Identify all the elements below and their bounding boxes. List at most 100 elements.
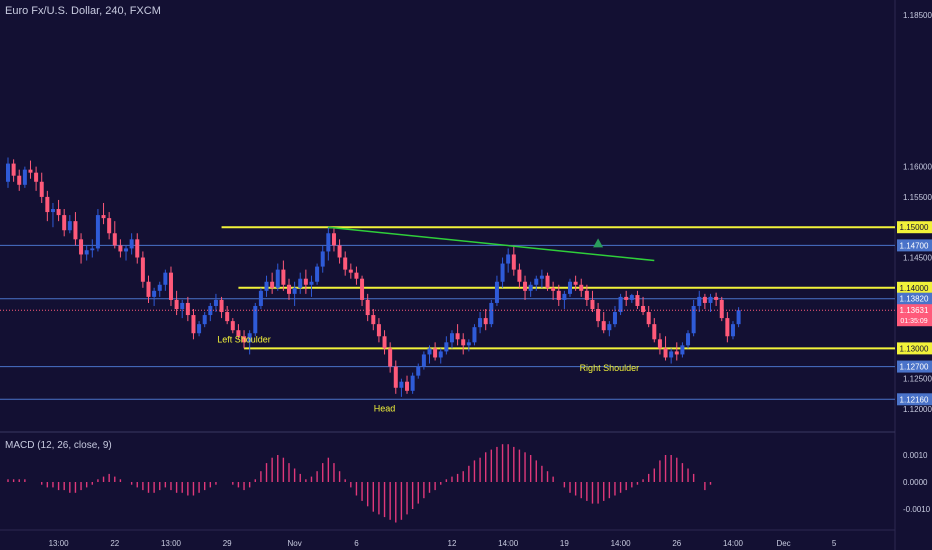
candle-body[interactable] xyxy=(674,351,679,355)
candle-body[interactable] xyxy=(697,296,702,306)
candle-body[interactable] xyxy=(455,333,460,340)
candle-body[interactable] xyxy=(405,381,410,391)
candle-body[interactable] xyxy=(191,315,196,334)
candle-body[interactable] xyxy=(281,269,286,285)
candle-body[interactable] xyxy=(140,257,145,282)
candle-body[interactable] xyxy=(101,215,106,219)
candle-body[interactable] xyxy=(461,339,466,346)
candle-body[interactable] xyxy=(388,348,393,367)
candle-body[interactable] xyxy=(146,281,151,297)
candle-body[interactable] xyxy=(84,250,89,255)
candle-body[interactable] xyxy=(669,351,674,358)
candle-body[interactable] xyxy=(393,366,398,388)
candle-body[interactable] xyxy=(287,284,291,294)
candle-body[interactable] xyxy=(152,290,157,297)
candle-body[interactable] xyxy=(219,299,224,313)
candle-body[interactable] xyxy=(124,248,129,252)
candle-body[interactable] xyxy=(258,290,263,306)
candle-body[interactable] xyxy=(657,339,662,349)
candle-body[interactable] xyxy=(725,318,730,337)
candle-body[interactable] xyxy=(320,251,325,267)
candle-body[interactable] xyxy=(466,342,471,346)
candle-body[interactable] xyxy=(410,375,415,391)
candle-body[interactable] xyxy=(635,295,640,306)
candle-body[interactable] xyxy=(624,296,629,300)
candle-body[interactable] xyxy=(326,233,331,252)
candle-body[interactable] xyxy=(309,281,314,285)
candle-body[interactable] xyxy=(56,209,61,216)
candle-body[interactable] xyxy=(28,169,33,173)
candle-body[interactable] xyxy=(62,215,67,231)
candle-body[interactable] xyxy=(343,257,348,270)
candle-body[interactable] xyxy=(298,278,303,288)
candle-body[interactable] xyxy=(601,321,606,331)
candle-body[interactable] xyxy=(213,299,218,306)
candle-body[interactable] xyxy=(686,333,691,346)
candle-body[interactable] xyxy=(691,305,696,334)
candle-body[interactable] xyxy=(444,342,449,352)
candle-body[interactable] xyxy=(500,263,505,282)
candle-body[interactable] xyxy=(539,275,544,279)
candle-body[interactable] xyxy=(702,296,707,303)
candle-body[interactable] xyxy=(34,172,39,182)
candle-body[interactable] xyxy=(174,299,179,310)
candle-body[interactable] xyxy=(242,336,247,343)
candle-body[interactable] xyxy=(360,278,365,300)
candle-body[interactable] xyxy=(652,324,657,340)
candle-body[interactable] xyxy=(270,281,275,288)
candle-body[interactable] xyxy=(45,196,50,213)
candle-body[interactable] xyxy=(483,318,488,325)
candle-body[interactable] xyxy=(646,312,651,325)
candle-body[interactable] xyxy=(107,218,112,234)
candle-body[interactable] xyxy=(180,302,185,310)
candle-body[interactable] xyxy=(79,239,84,255)
candle-body[interactable] xyxy=(168,272,173,300)
candle-body[interactable] xyxy=(438,351,443,358)
candle-body[interactable] xyxy=(163,272,168,285)
candle-body[interactable] xyxy=(331,233,336,246)
candle-body[interactable] xyxy=(534,278,539,285)
candle-body[interactable] xyxy=(551,287,556,291)
candle-body[interactable] xyxy=(489,302,494,325)
candle-body[interactable] xyxy=(95,215,100,249)
candle-body[interactable] xyxy=(584,290,589,300)
candle-body[interactable] xyxy=(376,324,381,337)
candle-body[interactable] xyxy=(590,299,595,310)
candle-body[interactable] xyxy=(663,348,668,358)
candle-body[interactable] xyxy=(556,290,561,300)
candle-body[interactable] xyxy=(708,296,713,303)
candle-body[interactable] xyxy=(365,299,370,316)
candle-body[interactable] xyxy=(73,221,78,240)
candle-body[interactable] xyxy=(579,284,584,291)
candle-body[interactable] xyxy=(225,312,230,322)
candle-body[interactable] xyxy=(472,327,477,343)
candle-body[interactable] xyxy=(416,366,421,376)
candle-body[interactable] xyxy=(629,295,634,300)
candle-body[interactable] xyxy=(573,281,578,285)
candle-body[interactable] xyxy=(730,324,735,337)
candle-body[interactable] xyxy=(371,315,376,325)
candle-body[interactable] xyxy=(275,269,280,288)
candle-body[interactable] xyxy=(50,209,55,213)
candle-body[interactable] xyxy=(511,254,516,270)
candle-body[interactable] xyxy=(247,333,252,343)
candle-body[interactable] xyxy=(67,221,72,231)
candle-body[interactable] xyxy=(680,345,685,355)
candle-body[interactable] xyxy=(253,305,258,334)
candle-body[interactable] xyxy=(478,318,483,328)
candle-body[interactable] xyxy=(618,296,623,313)
candle-body[interactable] xyxy=(433,348,438,358)
up-arrow-icon[interactable] xyxy=(593,238,604,248)
candle-body[interactable] xyxy=(736,310,741,325)
candle-body[interactable] xyxy=(421,354,426,367)
candle-body[interactable] xyxy=(607,324,612,331)
candle-body[interactable] xyxy=(303,278,308,285)
candle-body[interactable] xyxy=(719,299,724,319)
candle-body[interactable] xyxy=(315,266,320,282)
candle-body[interactable] xyxy=(562,293,567,300)
trend-line[interactable] xyxy=(328,226,655,262)
candle-body[interactable] xyxy=(517,269,522,282)
candle-body[interactable] xyxy=(185,302,190,316)
candle-body[interactable] xyxy=(6,163,10,182)
